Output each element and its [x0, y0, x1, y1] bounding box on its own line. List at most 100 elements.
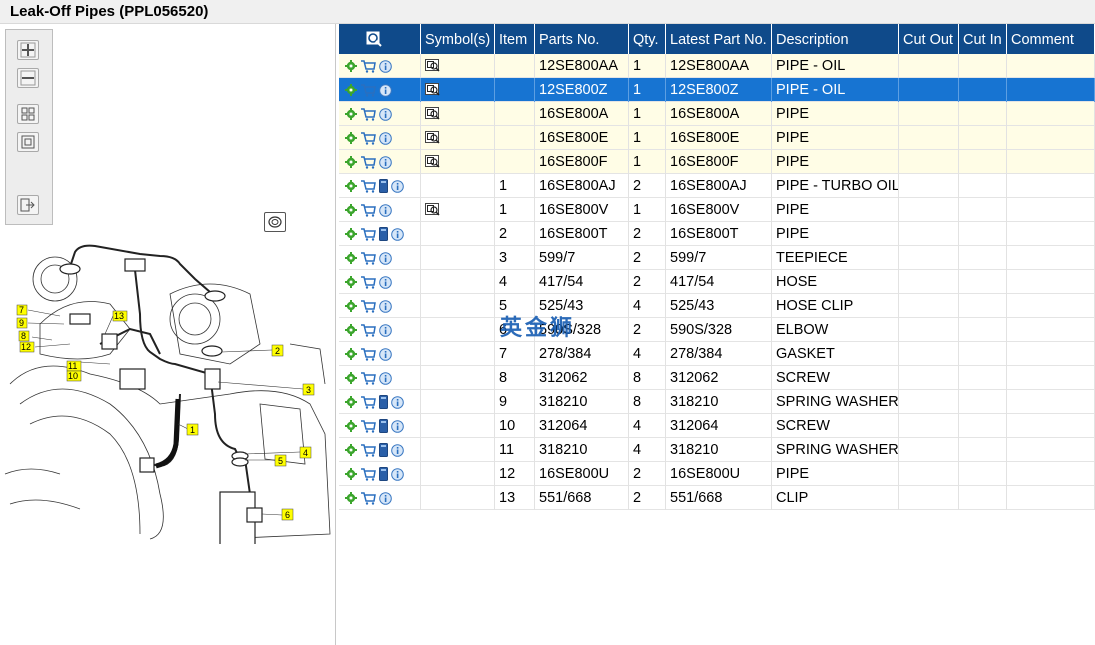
callout-8[interactable]: 8	[18, 330, 30, 342]
info-icon[interactable]	[391, 467, 404, 481]
cell-item[interactable]: 4	[495, 270, 535, 294]
cell-latest-part-no[interactable]: 318210	[666, 390, 772, 414]
cell-symbols[interactable]	[421, 294, 495, 318]
gear-icon[interactable]	[345, 84, 357, 96]
info-icon[interactable]	[379, 491, 392, 505]
cart-icon[interactable]	[360, 347, 376, 361]
cell-item[interactable]: 5	[495, 294, 535, 318]
cell-cut-out[interactable]	[899, 150, 959, 174]
cell-cut-in[interactable]	[959, 222, 1007, 246]
cell-description[interactable]: PIPE	[772, 462, 899, 486]
cell-comment[interactable]	[1007, 174, 1095, 198]
cell-latest-part-no[interactable]: 599/7	[666, 246, 772, 270]
cell-cut-out[interactable]	[899, 78, 959, 102]
cell-cut-out[interactable]	[899, 222, 959, 246]
cell-symbols[interactable]	[421, 462, 495, 486]
cell-qty[interactable]: 2	[629, 174, 666, 198]
cell-parts-no[interactable]: 12SE800Z	[535, 78, 629, 102]
cell-symbols[interactable]	[421, 150, 495, 174]
cell-parts-no[interactable]: 278/384	[535, 342, 629, 366]
export-button[interactable]	[17, 195, 39, 215]
cell-latest-part-no[interactable]: 16SE800T	[666, 222, 772, 246]
cart-icon[interactable]	[360, 59, 376, 73]
cell-latest-part-no[interactable]: 16SE800F	[666, 150, 772, 174]
column-header-item[interactable]: Item	[495, 24, 535, 54]
cell-latest-part-no[interactable]: 16SE800U	[666, 462, 772, 486]
gear-icon[interactable]	[345, 108, 357, 120]
cell-qty[interactable]: 2	[629, 462, 666, 486]
book-icon[interactable]	[379, 467, 388, 481]
table-row[interactable]: 12SE800AA 1 12SE800AA PIPE - OIL	[339, 54, 1095, 78]
cell-latest-part-no[interactable]: 12SE800AA	[666, 54, 772, 78]
cell-qty[interactable]: 1	[629, 78, 666, 102]
cell-parts-no[interactable]: 599/7	[535, 246, 629, 270]
column-header-cut-in[interactable]: Cut In	[959, 24, 1007, 54]
magnifier-icon[interactable]	[425, 131, 441, 145]
table-row[interactable]: 1 16SE800V 1 16SE800V PIPE	[339, 198, 1095, 222]
table-row[interactable]: 12 16SE800U 2 16SE800U PIPE	[339, 462, 1095, 486]
cell-parts-no[interactable]: 16SE800V	[535, 198, 629, 222]
gear-icon[interactable]	[345, 420, 357, 432]
cell-comment[interactable]	[1007, 486, 1095, 510]
callout-13[interactable]: 13	[112, 310, 128, 322]
cell-qty[interactable]: 2	[629, 246, 666, 270]
cell-description[interactable]: SCREW	[772, 414, 899, 438]
cell-qty[interactable]: 2	[629, 270, 666, 294]
cell-parts-no[interactable]: 16SE800U	[535, 462, 629, 486]
cell-cut-out[interactable]	[899, 342, 959, 366]
info-icon[interactable]	[379, 323, 392, 337]
cell-cut-out[interactable]	[899, 102, 959, 126]
cell-latest-part-no[interactable]: 16SE800AJ	[666, 174, 772, 198]
cell-parts-no[interactable]: 590S/328	[535, 318, 629, 342]
cell-description[interactable]: PIPE - OIL	[772, 78, 899, 102]
cell-comment[interactable]	[1007, 102, 1095, 126]
magnifier-icon[interactable]	[425, 107, 441, 121]
cell-comment[interactable]	[1007, 78, 1095, 102]
info-icon[interactable]	[379, 203, 392, 217]
cell-cut-in[interactable]	[959, 270, 1007, 294]
cell-parts-no[interactable]: 16SE800F	[535, 150, 629, 174]
cell-item[interactable]: 11	[495, 438, 535, 462]
gear-icon[interactable]	[345, 396, 357, 408]
info-icon[interactable]	[379, 371, 392, 385]
cell-symbols[interactable]	[421, 414, 495, 438]
cell-symbols[interactable]	[421, 54, 495, 78]
cell-item[interactable]: 2	[495, 222, 535, 246]
cell-description[interactable]: CLIP	[772, 486, 899, 510]
cell-cut-out[interactable]	[899, 198, 959, 222]
column-header-actions[interactable]	[339, 24, 421, 54]
book-icon[interactable]	[379, 419, 388, 433]
cell-cut-in[interactable]	[959, 366, 1007, 390]
callout-12[interactable]: 12	[19, 341, 35, 353]
book-icon[interactable]	[379, 395, 388, 409]
column-header-symbols[interactable]: Symbol(s)	[421, 24, 495, 54]
cell-comment[interactable]	[1007, 54, 1095, 78]
cell-item[interactable]	[495, 102, 535, 126]
gear-icon[interactable]	[345, 372, 357, 384]
cell-symbols[interactable]	[421, 270, 495, 294]
cell-parts-no[interactable]: 312064	[535, 414, 629, 438]
cell-cut-out[interactable]	[899, 174, 959, 198]
cell-symbols[interactable]	[421, 486, 495, 510]
cell-item[interactable]	[495, 126, 535, 150]
cell-qty[interactable]: 1	[629, 150, 666, 174]
cell-comment[interactable]	[1007, 246, 1095, 270]
cell-parts-no[interactable]: 12SE800AA	[535, 54, 629, 78]
table-row[interactable]: 13 551/668 2 551/668 CLIP	[339, 486, 1095, 510]
cell-cut-in[interactable]	[959, 198, 1007, 222]
cell-latest-part-no[interactable]: 12SE800Z	[666, 78, 772, 102]
cell-item[interactable]: 12	[495, 462, 535, 486]
table-row[interactable]: 10 312064 4 312064 SCREW	[339, 414, 1095, 438]
cell-qty[interactable]: 1	[629, 126, 666, 150]
column-header-description[interactable]: Description	[772, 24, 899, 54]
cell-description[interactable]: PIPE	[772, 102, 899, 126]
cell-symbols[interactable]	[421, 342, 495, 366]
fit-page-button[interactable]	[17, 104, 39, 124]
cell-qty[interactable]: 4	[629, 414, 666, 438]
cell-cut-in[interactable]	[959, 246, 1007, 270]
info-icon[interactable]	[391, 227, 404, 241]
cart-icon[interactable]	[360, 443, 376, 457]
cell-description[interactable]: HOSE	[772, 270, 899, 294]
cell-qty[interactable]: 4	[629, 294, 666, 318]
cell-latest-part-no[interactable]: 417/54	[666, 270, 772, 294]
